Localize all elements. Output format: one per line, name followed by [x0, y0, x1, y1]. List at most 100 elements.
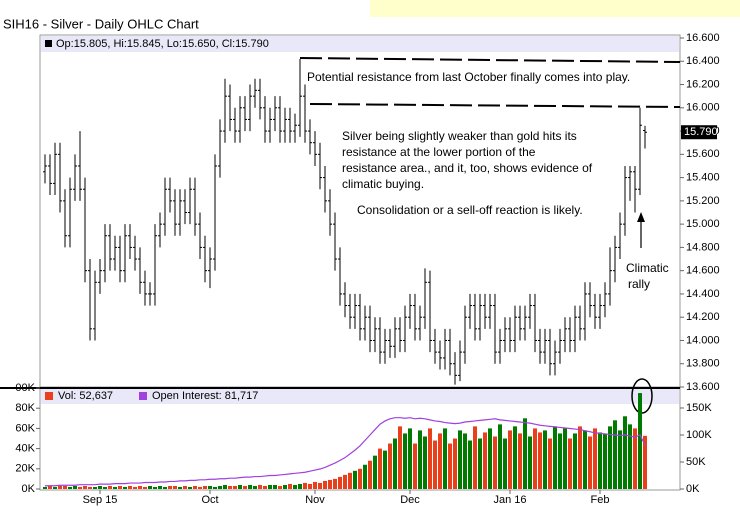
volume-bar [263, 485, 267, 489]
volume-bar [188, 486, 192, 489]
header-strip [370, 0, 740, 17]
volume-bar [613, 420, 617, 489]
volume-bar [383, 450, 387, 489]
volume-bar [268, 484, 272, 489]
volume-legend-strip [41, 389, 679, 404]
volume-bar [433, 440, 437, 489]
volume-bar [468, 440, 472, 489]
volume-bar [493, 436, 497, 489]
volume-bar [313, 481, 317, 489]
volume-bar [58, 485, 62, 489]
ohlc-label: Op:15.805, Hi:15.845, Lo:15.650, Cl:15.7… [56, 38, 269, 50]
y-tick-label: 60K [15, 422, 35, 434]
volume-bar [183, 485, 187, 489]
x-tick-label: Nov [305, 494, 325, 506]
volume-bar [243, 485, 247, 489]
volume-bar [633, 428, 637, 489]
volume-bar [88, 486, 92, 489]
volume-bar [403, 433, 407, 489]
volume-bar [598, 432, 602, 489]
annotation: Silver being slightly weaker than gold h… [342, 129, 577, 143]
volume-bar [523, 418, 527, 489]
volume-bar [278, 485, 282, 489]
volume-bar [303, 482, 307, 489]
volume-bar [573, 433, 577, 489]
volume-bar [628, 424, 632, 489]
volume-bar [198, 486, 202, 489]
y-tick-label: 15.600 [686, 148, 720, 160]
arrow-head [637, 212, 645, 222]
volume-bar [418, 430, 422, 489]
y-tick-label: 14.200 [686, 311, 720, 323]
y2-tick-label: 100K [686, 429, 712, 441]
volume-bar [228, 485, 232, 489]
volume-bar [578, 426, 582, 489]
annotation: resistance at the lower portion of the [342, 145, 536, 159]
volume-bar [253, 485, 257, 489]
legend-swatch [45, 392, 53, 400]
y-tick-label: 16.000 [686, 102, 720, 114]
annotation: climatic buying. [342, 177, 424, 191]
volume-bar [53, 486, 57, 489]
volume-bar [273, 484, 277, 489]
volume-bar [338, 476, 342, 489]
volume-bar [348, 472, 352, 489]
volume-bar [508, 430, 512, 489]
volume-bar [618, 430, 622, 489]
volume-bar [563, 428, 567, 489]
volume-bar [593, 428, 597, 489]
volume-bar [218, 485, 222, 489]
volume-bar [233, 485, 237, 489]
volume-bar [63, 485, 67, 489]
volume-bar [293, 484, 297, 489]
x-tick-label: Sep 15 [83, 494, 118, 506]
volume-bar [503, 438, 507, 489]
volume-bar [283, 484, 287, 489]
volume-bar [438, 433, 442, 489]
y-tick-label: 13.800 [686, 358, 720, 370]
volume-bar [413, 443, 417, 489]
last-price-label: 15.790 [684, 126, 718, 138]
volume-bar [83, 485, 87, 489]
volume-bar [528, 436, 532, 489]
legend-open-interest: Open Interest: 81,717 [152, 390, 258, 402]
volume-bar [448, 443, 452, 489]
volume-bar [73, 485, 77, 489]
volume-bar [78, 486, 82, 489]
volume-bar [608, 426, 612, 489]
volume-bar [103, 486, 107, 489]
volume-bar [498, 424, 502, 489]
volume-bar [443, 428, 447, 489]
y-tick-label: 14.000 [686, 334, 720, 346]
legend-swatch [45, 40, 52, 47]
volume-bar [483, 432, 487, 489]
volume-bar [358, 468, 362, 489]
volume-bar [113, 486, 117, 489]
y2-tick-label: 0K [686, 483, 700, 495]
annotation: Consolidation or a sell-off reaction is … [357, 203, 583, 217]
volume-bar [258, 484, 262, 489]
volume-bar [328, 479, 332, 489]
volume-bar [168, 485, 172, 489]
volume-bar [143, 486, 147, 489]
volume-bar [548, 438, 552, 489]
volume-bar [118, 485, 122, 489]
volume-bar [48, 485, 52, 489]
y-tick-label: 80K [15, 402, 35, 414]
volume-bar [428, 428, 432, 489]
volume-bar [458, 430, 462, 489]
volume-bar [533, 428, 537, 489]
resistance-line [299, 57, 681, 63]
volume-bar [43, 486, 47, 489]
volume-bar [518, 433, 522, 489]
volume-bar [193, 485, 197, 489]
y-tick-label: 14.400 [686, 288, 720, 300]
volume-bar [373, 455, 377, 489]
open-interest-line [45, 417, 646, 487]
volume-bar [553, 426, 557, 489]
y-tick-label: 14.800 [686, 241, 720, 253]
volume-bar [538, 432, 542, 489]
y-tick-label: 16.200 [686, 78, 720, 90]
volume-bar [558, 433, 562, 489]
y-tick-label: 15.400 [686, 172, 720, 184]
